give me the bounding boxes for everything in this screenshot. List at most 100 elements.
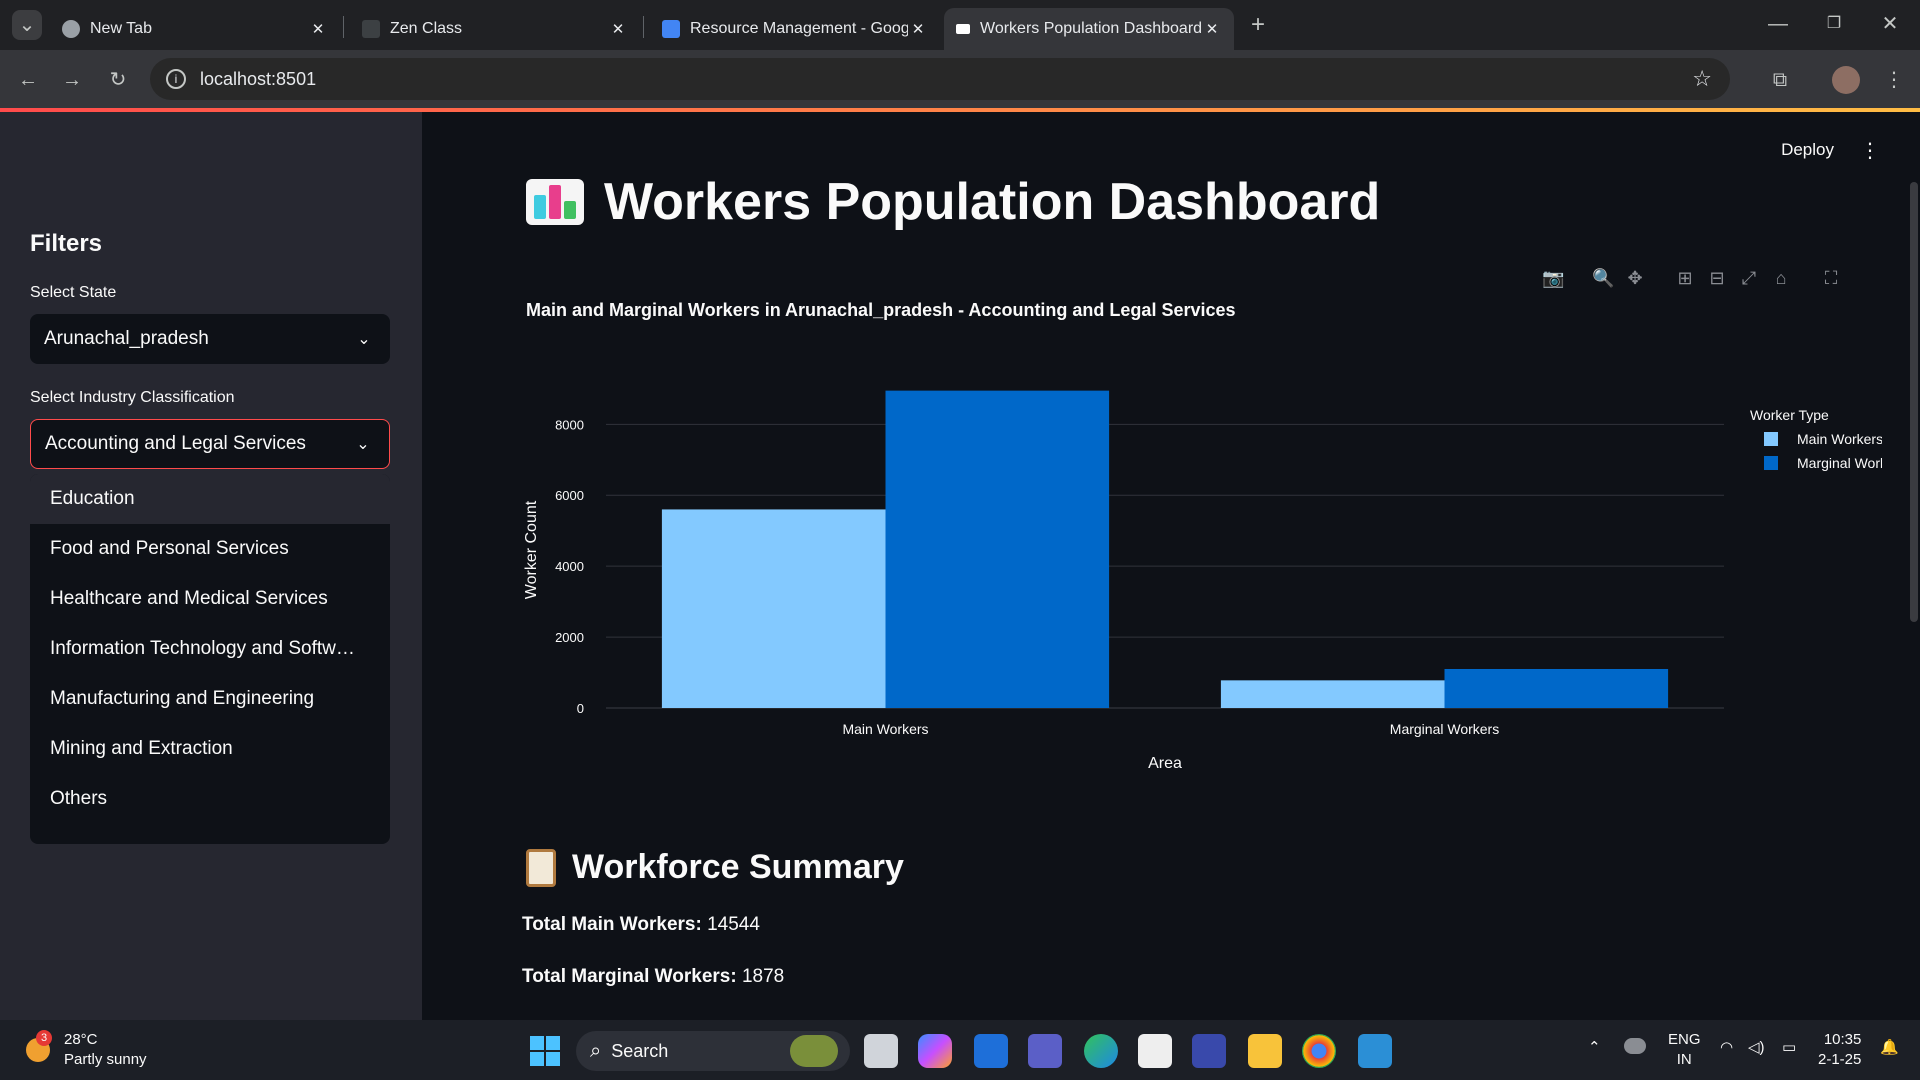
legend-swatch[interactable] bbox=[1764, 456, 1778, 470]
chevron-up-icon[interactable]: ⌃ bbox=[1588, 1039, 1601, 1056]
search-highlight-icon bbox=[790, 1035, 838, 1067]
reset-axes-icon[interactable]: ⌂ bbox=[1775, 268, 1787, 288]
task-view-icon[interactable] bbox=[864, 1034, 898, 1068]
onedrive-icon[interactable] bbox=[1624, 1038, 1646, 1054]
teams-icon[interactable] bbox=[1028, 1034, 1062, 1068]
dropdown-option[interactable]: Education bbox=[30, 474, 390, 524]
app-menu-icon[interactable]: ⋮ bbox=[1860, 140, 1880, 162]
bar-chart-icon bbox=[526, 179, 584, 225]
x-axis-title: Area bbox=[1148, 755, 1182, 772]
bar[interactable] bbox=[1220, 680, 1445, 708]
battery-icon[interactable]: ▭ bbox=[1782, 1039, 1797, 1056]
chart-title: Main and Marginal Workers in Arunachal_p… bbox=[526, 300, 1236, 320]
close-tab-icon[interactable]: ✕ bbox=[311, 21, 325, 38]
start-icon[interactable] bbox=[528, 1034, 562, 1068]
browser-toolbar: ← → ↻ i localhost:8501 ☆ ⧉ ⋮ bbox=[0, 50, 1920, 110]
zoom-in-icon[interactable]: ⊞ bbox=[1677, 268, 1693, 288]
zoom-icon[interactable]: 🔍 bbox=[1592, 268, 1615, 288]
dropdown-option[interactable]: Mining and Extraction bbox=[50, 738, 233, 759]
search-placeholder: Search bbox=[611, 1040, 669, 1061]
minimize-icon[interactable]: — bbox=[1768, 13, 1788, 35]
legend-swatch[interactable] bbox=[1764, 432, 1778, 446]
sidebar-heading: Filters bbox=[30, 230, 103, 257]
camera-icon[interactable]: 📷 bbox=[1542, 268, 1565, 288]
bookmark-star-icon[interactable]: ☆ bbox=[1692, 66, 1712, 91]
close-window-icon[interactable]: ✕ bbox=[1881, 13, 1899, 35]
fullscreen-icon[interactable]: ⛶ bbox=[1824, 268, 1838, 288]
pan-icon[interactable]: ✥ bbox=[1627, 268, 1643, 288]
weather-desc: Partly sunny bbox=[64, 1051, 147, 1068]
restore-icon[interactable]: ❐ bbox=[1826, 15, 1842, 32]
weather-widget[interactable]: 28°C Partly sunny bbox=[64, 1030, 147, 1070]
bar[interactable] bbox=[661, 509, 886, 708]
zen-class-favicon bbox=[362, 20, 380, 38]
state-select[interactable]: Arunachal_pradesh ⌄ bbox=[30, 314, 390, 364]
industry-select[interactable]: Accounting and Legal Services ⌄ bbox=[30, 419, 390, 469]
zoom-out-icon[interactable]: ⊟ bbox=[1709, 268, 1725, 288]
bar[interactable] bbox=[885, 390, 1110, 708]
legend-item[interactable]: Marginal Workers bbox=[1797, 455, 1882, 471]
deploy-button[interactable]: Deploy bbox=[1781, 140, 1834, 159]
total-main-label: Total Main Workers: bbox=[522, 914, 702, 935]
store-icon[interactable] bbox=[1138, 1034, 1172, 1068]
x-tick-label: Main Workers bbox=[842, 721, 928, 737]
chevron-down-icon: ⌄ bbox=[356, 436, 370, 453]
tab-resource-management[interactable]: Resource Management - Googl ✕ bbox=[650, 8, 940, 50]
google-docs-icon bbox=[662, 20, 680, 38]
main-content: Deploy ⋮ Workers Population Dashboard 📷 … bbox=[422, 112, 1920, 1020]
clock[interactable]: 10:35 2-1-25 bbox=[1818, 1030, 1861, 1070]
legend-item[interactable]: Main Workers bbox=[1797, 431, 1882, 447]
dropdown-option[interactable]: Others bbox=[50, 788, 108, 809]
x-tick-label: Marginal Workers bbox=[1390, 721, 1499, 737]
wifi-icon[interactable]: ◠ bbox=[1720, 1039, 1734, 1056]
vscode-icon[interactable] bbox=[1358, 1034, 1392, 1068]
app-icon[interactable] bbox=[1192, 1034, 1226, 1068]
total-marginal-value: 1878 bbox=[741, 966, 785, 987]
taskbar-search[interactable]: ⌕ Search bbox=[576, 1031, 850, 1071]
state-select-label: Select State bbox=[30, 284, 117, 301]
address-bar[interactable]: i localhost:8501 ☆ bbox=[150, 58, 1730, 100]
edge-icon[interactable] bbox=[1084, 1034, 1118, 1068]
legend-title: Worker Type bbox=[1750, 407, 1829, 423]
globe-icon bbox=[62, 20, 80, 38]
new-tab-button[interactable]: + bbox=[1250, 11, 1265, 38]
dropdown-option[interactable]: Food and Personal Services bbox=[50, 538, 289, 559]
tab-search-icon[interactable]: ⌄ bbox=[12, 10, 42, 40]
chrome-icon[interactable] bbox=[1302, 1034, 1336, 1068]
dropdown-option[interactable]: Information Technology and Softw… bbox=[50, 638, 355, 659]
site-info-icon[interactable]: i bbox=[166, 69, 186, 89]
bar[interactable] bbox=[1444, 668, 1669, 708]
streamlit-top-decoration bbox=[0, 108, 1920, 112]
autoscale-icon[interactable]: ⤢ bbox=[1741, 268, 1757, 288]
profile-avatar[interactable] bbox=[1832, 66, 1860, 94]
dropdown-option[interactable]: Manufacturing and Engineering bbox=[50, 688, 315, 709]
close-tab-icon[interactable]: ✕ bbox=[911, 21, 925, 38]
tab-new-tab[interactable]: New Tab ✕ bbox=[50, 8, 340, 50]
windows-taskbar: 3 28°C Partly sunny ⌕ Search ⌃ ENG IN ◠ … bbox=[0, 1020, 1920, 1080]
forward-icon[interactable]: → bbox=[62, 69, 82, 91]
file-explorer-icon[interactable] bbox=[1248, 1034, 1282, 1068]
copilot-icon[interactable] bbox=[918, 1034, 952, 1068]
close-tab-icon[interactable]: ✕ bbox=[611, 21, 625, 38]
tab-workers-dashboard[interactable]: Workers Population Dashboard ✕ bbox=[944, 8, 1234, 50]
browser-tab-bar: ⌄ New Tab ✕ Zen Class ✕ Resource Managem… bbox=[0, 0, 1920, 50]
total-marginal-workers: Total Marginal Workers: 1878 bbox=[522, 966, 784, 988]
industry-select-value[interactable]: Accounting and Legal Services bbox=[45, 433, 306, 454]
scrollbar[interactable] bbox=[1910, 182, 1918, 622]
industry-dropdown-menu: Education Food and Personal Services Hea… bbox=[30, 474, 390, 844]
dropdown-option[interactable]: Healthcare and Medical Services bbox=[50, 588, 328, 609]
industry-select-label: Select Industry Classification bbox=[30, 389, 235, 406]
total-marginal-label: Total Marginal Workers: bbox=[522, 966, 737, 987]
y-tick-label: 6000 bbox=[555, 488, 584, 503]
notification-icon[interactable]: 🔔 bbox=[1880, 1039, 1899, 1056]
app-icon[interactable] bbox=[974, 1034, 1008, 1068]
reload-icon[interactable]: ↻ bbox=[109, 69, 127, 91]
weather-icon[interactable]: 3 bbox=[22, 1030, 56, 1064]
back-icon[interactable]: ← bbox=[18, 69, 38, 91]
volume-icon[interactable]: ◁) bbox=[1748, 1039, 1765, 1056]
language-indicator[interactable]: ENG IN bbox=[1668, 1030, 1701, 1070]
tab-zen-class[interactable]: Zen Class ✕ bbox=[350, 8, 640, 50]
browser-menu-icon[interactable]: ⋮ bbox=[1884, 69, 1904, 91]
close-tab-icon[interactable]: ✕ bbox=[1205, 21, 1219, 38]
extensions-icon[interactable]: ⧉ bbox=[1772, 69, 1788, 91]
